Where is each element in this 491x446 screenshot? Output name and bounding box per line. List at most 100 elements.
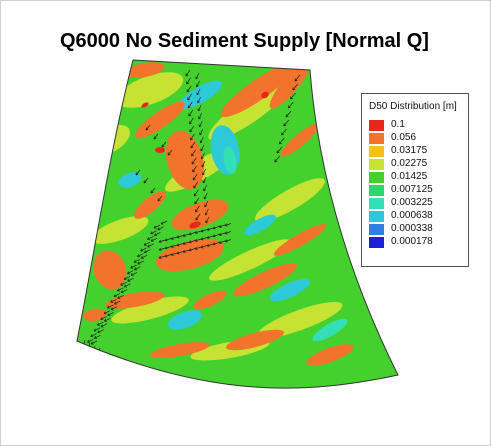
velocity-arrow	[190, 141, 196, 149]
velocity-arrow	[100, 316, 107, 320]
sediment-patch-orange	[171, 199, 229, 231]
velocity-arrow	[140, 247, 147, 252]
velocity-arrow	[167, 149, 173, 156]
sediment-patch-cyan	[177, 80, 223, 110]
sediment-patch-orange	[306, 344, 354, 366]
velocity-arrow	[110, 298, 117, 303]
velocity-arrow	[130, 264, 137, 269]
velocity-arrow	[200, 144, 205, 152]
velocity-arrow	[114, 300, 121, 305]
velocity-arrow	[127, 270, 134, 275]
velocity-arrow	[224, 231, 232, 235]
legend-label: 0.000178	[391, 236, 433, 247]
sediment-patch-yellowgreen	[209, 239, 291, 281]
velocity-arrow	[145, 124, 151, 131]
velocity-arrow	[224, 223, 232, 227]
velocity-arrow	[154, 232, 161, 236]
velocity-arrow	[135, 169, 141, 176]
velocity-arrow	[153, 133, 159, 140]
velocity-arrow	[147, 236, 154, 240]
legend-label: 0.056	[391, 132, 417, 143]
velocity-arrow	[206, 235, 214, 239]
velocity-arrow	[117, 287, 124, 292]
velocity-arrow	[93, 327, 101, 332]
sediment-patch-orange	[93, 250, 127, 290]
legend-label: 0.1	[391, 119, 405, 130]
velocity-arrow	[192, 173, 198, 181]
velocity-arrow	[157, 195, 163, 202]
velocity-arrow	[218, 232, 226, 236]
velocity-arrow	[189, 125, 195, 133]
velocity-arrow	[200, 237, 208, 241]
velocity-arrow	[137, 260, 144, 265]
velocity-arrow	[206, 243, 214, 247]
velocity-arrow	[182, 233, 190, 237]
velocity-arrow	[274, 155, 281, 163]
legend-swatch	[369, 146, 384, 157]
velocity-arrow	[201, 160, 206, 168]
velocity-arrow	[200, 245, 208, 249]
legend-swatch	[369, 133, 384, 144]
sediment-patch-orange	[225, 329, 285, 351]
sediment-patch-red	[141, 102, 149, 108]
velocity-arrow	[187, 101, 193, 109]
velocity-arrow	[90, 333, 97, 338]
velocity-arrow	[176, 235, 184, 239]
sediment-patch-cyan	[269, 278, 311, 302]
velocity-arrow	[198, 112, 203, 120]
legend-swatch	[369, 159, 384, 170]
velocity-arrow	[127, 277, 134, 282]
velocity-arrow	[164, 238, 172, 242]
velocity-arrow	[294, 74, 301, 82]
velocity-arrow	[133, 258, 141, 263]
velocity-arrow	[161, 141, 167, 148]
velocity-arrow	[186, 85, 192, 93]
velocity-arrow	[287, 101, 294, 109]
legend-swatch	[369, 120, 384, 131]
velocity-arrow	[218, 224, 226, 228]
velocity-arrow	[212, 226, 220, 230]
velocity-arrow	[202, 168, 206, 176]
velocity-arrow	[281, 128, 287, 136]
velocity-arrow	[192, 165, 197, 173]
velocity-arrow	[212, 242, 220, 246]
velocity-arrow	[137, 253, 144, 258]
velocity-arrow	[195, 213, 201, 221]
velocity-arrow	[285, 110, 292, 118]
legend-label: 0.02275	[391, 158, 428, 169]
velocity-arrow	[188, 117, 194, 125]
sediment-patch-orange	[269, 61, 311, 109]
velocity-arrow	[124, 283, 131, 288]
sediment-patch-teal	[312, 318, 348, 342]
velocity-arrow	[113, 293, 121, 298]
legend-label: 0.000338	[391, 223, 433, 234]
velocity-arrow	[97, 321, 104, 326]
velocity-arrow	[202, 176, 207, 184]
sediment-patch-yellowgreen	[91, 216, 149, 244]
velocity-arrow	[143, 177, 149, 184]
velocity-arrow	[200, 152, 205, 160]
velocity-arrow	[218, 240, 226, 244]
velocity-arrow	[158, 255, 166, 259]
velocity-arrow	[160, 220, 168, 225]
sediment-patch-orange	[134, 191, 166, 219]
velocity-arrow	[100, 323, 108, 328]
legend-label: 0.007125	[391, 184, 433, 195]
velocity-arrow	[94, 334, 101, 339]
sediment-patch-orange	[233, 263, 297, 297]
velocity-arrow	[194, 238, 202, 242]
sediment-patch-orange	[150, 342, 210, 358]
legend-label: 0.000638	[391, 210, 433, 221]
velocity-arrow	[103, 310, 111, 315]
velocity-arrow	[104, 317, 111, 322]
velocity-arrow	[197, 104, 202, 112]
velocity-arrow	[278, 137, 285, 145]
sediment-patch-yellowgreen	[257, 301, 343, 339]
velocity-arrow	[97, 329, 104, 334]
velocity-arrow	[110, 306, 118, 311]
sediment-patch-red	[261, 91, 269, 99]
velocity-arrow	[198, 120, 203, 128]
velocity-arrow	[186, 77, 191, 85]
domain-boundary	[76, 59, 399, 389]
